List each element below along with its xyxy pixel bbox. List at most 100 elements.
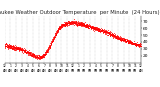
Point <box>68 22 71 23</box>
Point <box>112 37 114 39</box>
Point <box>63 24 65 25</box>
Point <box>32 55 35 57</box>
Point <box>84 24 87 26</box>
Point <box>96 28 98 29</box>
Point <box>32 54 34 56</box>
Point <box>53 34 56 36</box>
Point <box>94 29 96 31</box>
Point <box>22 49 25 50</box>
Point <box>82 25 85 26</box>
Point <box>34 57 37 58</box>
Point <box>19 50 22 51</box>
Point <box>18 49 21 51</box>
Point <box>68 22 71 23</box>
Point <box>110 34 113 35</box>
Point <box>128 40 130 42</box>
Point <box>124 41 126 43</box>
Point <box>89 26 92 28</box>
Point <box>126 40 128 42</box>
Point <box>31 56 34 57</box>
Point <box>22 50 25 51</box>
Point <box>138 44 140 45</box>
Point <box>87 24 89 26</box>
Point <box>112 34 115 36</box>
Point <box>53 39 55 40</box>
Point <box>119 37 121 39</box>
Point <box>37 57 40 59</box>
Point <box>125 40 128 41</box>
Point <box>22 53 24 54</box>
Point <box>128 41 131 42</box>
Point <box>136 44 139 45</box>
Point <box>12 47 15 48</box>
Point <box>75 24 77 25</box>
Point <box>35 56 38 57</box>
Point <box>76 24 78 25</box>
Point <box>40 57 43 58</box>
Point <box>10 45 12 46</box>
Point <box>42 54 45 56</box>
Point <box>91 27 94 28</box>
Point <box>104 31 106 32</box>
Point <box>75 23 78 24</box>
Point <box>17 48 20 50</box>
Point <box>17 49 19 50</box>
Point <box>59 28 61 29</box>
Point <box>137 45 140 46</box>
Point <box>138 44 140 45</box>
Point <box>119 35 121 37</box>
Point <box>137 46 139 47</box>
Point <box>7 46 9 47</box>
Point <box>138 45 140 46</box>
Point <box>134 44 137 45</box>
Point <box>135 43 138 45</box>
Point <box>8 43 10 45</box>
Point <box>77 25 80 26</box>
Point <box>55 32 58 33</box>
Point <box>104 30 107 31</box>
Point <box>27 52 29 54</box>
Point <box>62 24 65 25</box>
Point <box>8 44 11 45</box>
Point <box>120 39 122 40</box>
Point <box>25 53 28 54</box>
Point <box>66 23 69 25</box>
Point <box>77 23 79 24</box>
Point <box>67 21 69 22</box>
Point <box>58 27 61 29</box>
Point <box>35 56 37 57</box>
Point <box>37 57 39 58</box>
Point <box>51 39 54 40</box>
Point <box>104 31 107 32</box>
Point <box>62 23 64 24</box>
Point <box>127 40 129 42</box>
Point <box>115 37 117 38</box>
Point <box>56 29 59 31</box>
Point <box>119 38 121 39</box>
Point <box>85 25 88 26</box>
Point <box>81 24 83 25</box>
Point <box>49 45 52 46</box>
Point <box>68 22 71 23</box>
Point <box>23 51 26 52</box>
Point <box>96 27 99 29</box>
Point <box>95 29 97 30</box>
Point <box>106 32 109 33</box>
Point <box>74 22 76 24</box>
Point <box>45 50 48 51</box>
Point <box>47 49 49 50</box>
Point <box>72 21 75 23</box>
Point <box>27 52 30 53</box>
Point <box>102 31 104 32</box>
Point <box>92 26 94 27</box>
Point <box>108 33 111 34</box>
Point <box>89 24 91 26</box>
Point <box>109 35 111 37</box>
Point <box>69 22 71 24</box>
Point <box>93 28 96 29</box>
Point <box>123 38 125 39</box>
Point <box>24 51 26 52</box>
Point <box>16 49 18 50</box>
Point <box>98 30 101 31</box>
Point <box>93 28 96 29</box>
